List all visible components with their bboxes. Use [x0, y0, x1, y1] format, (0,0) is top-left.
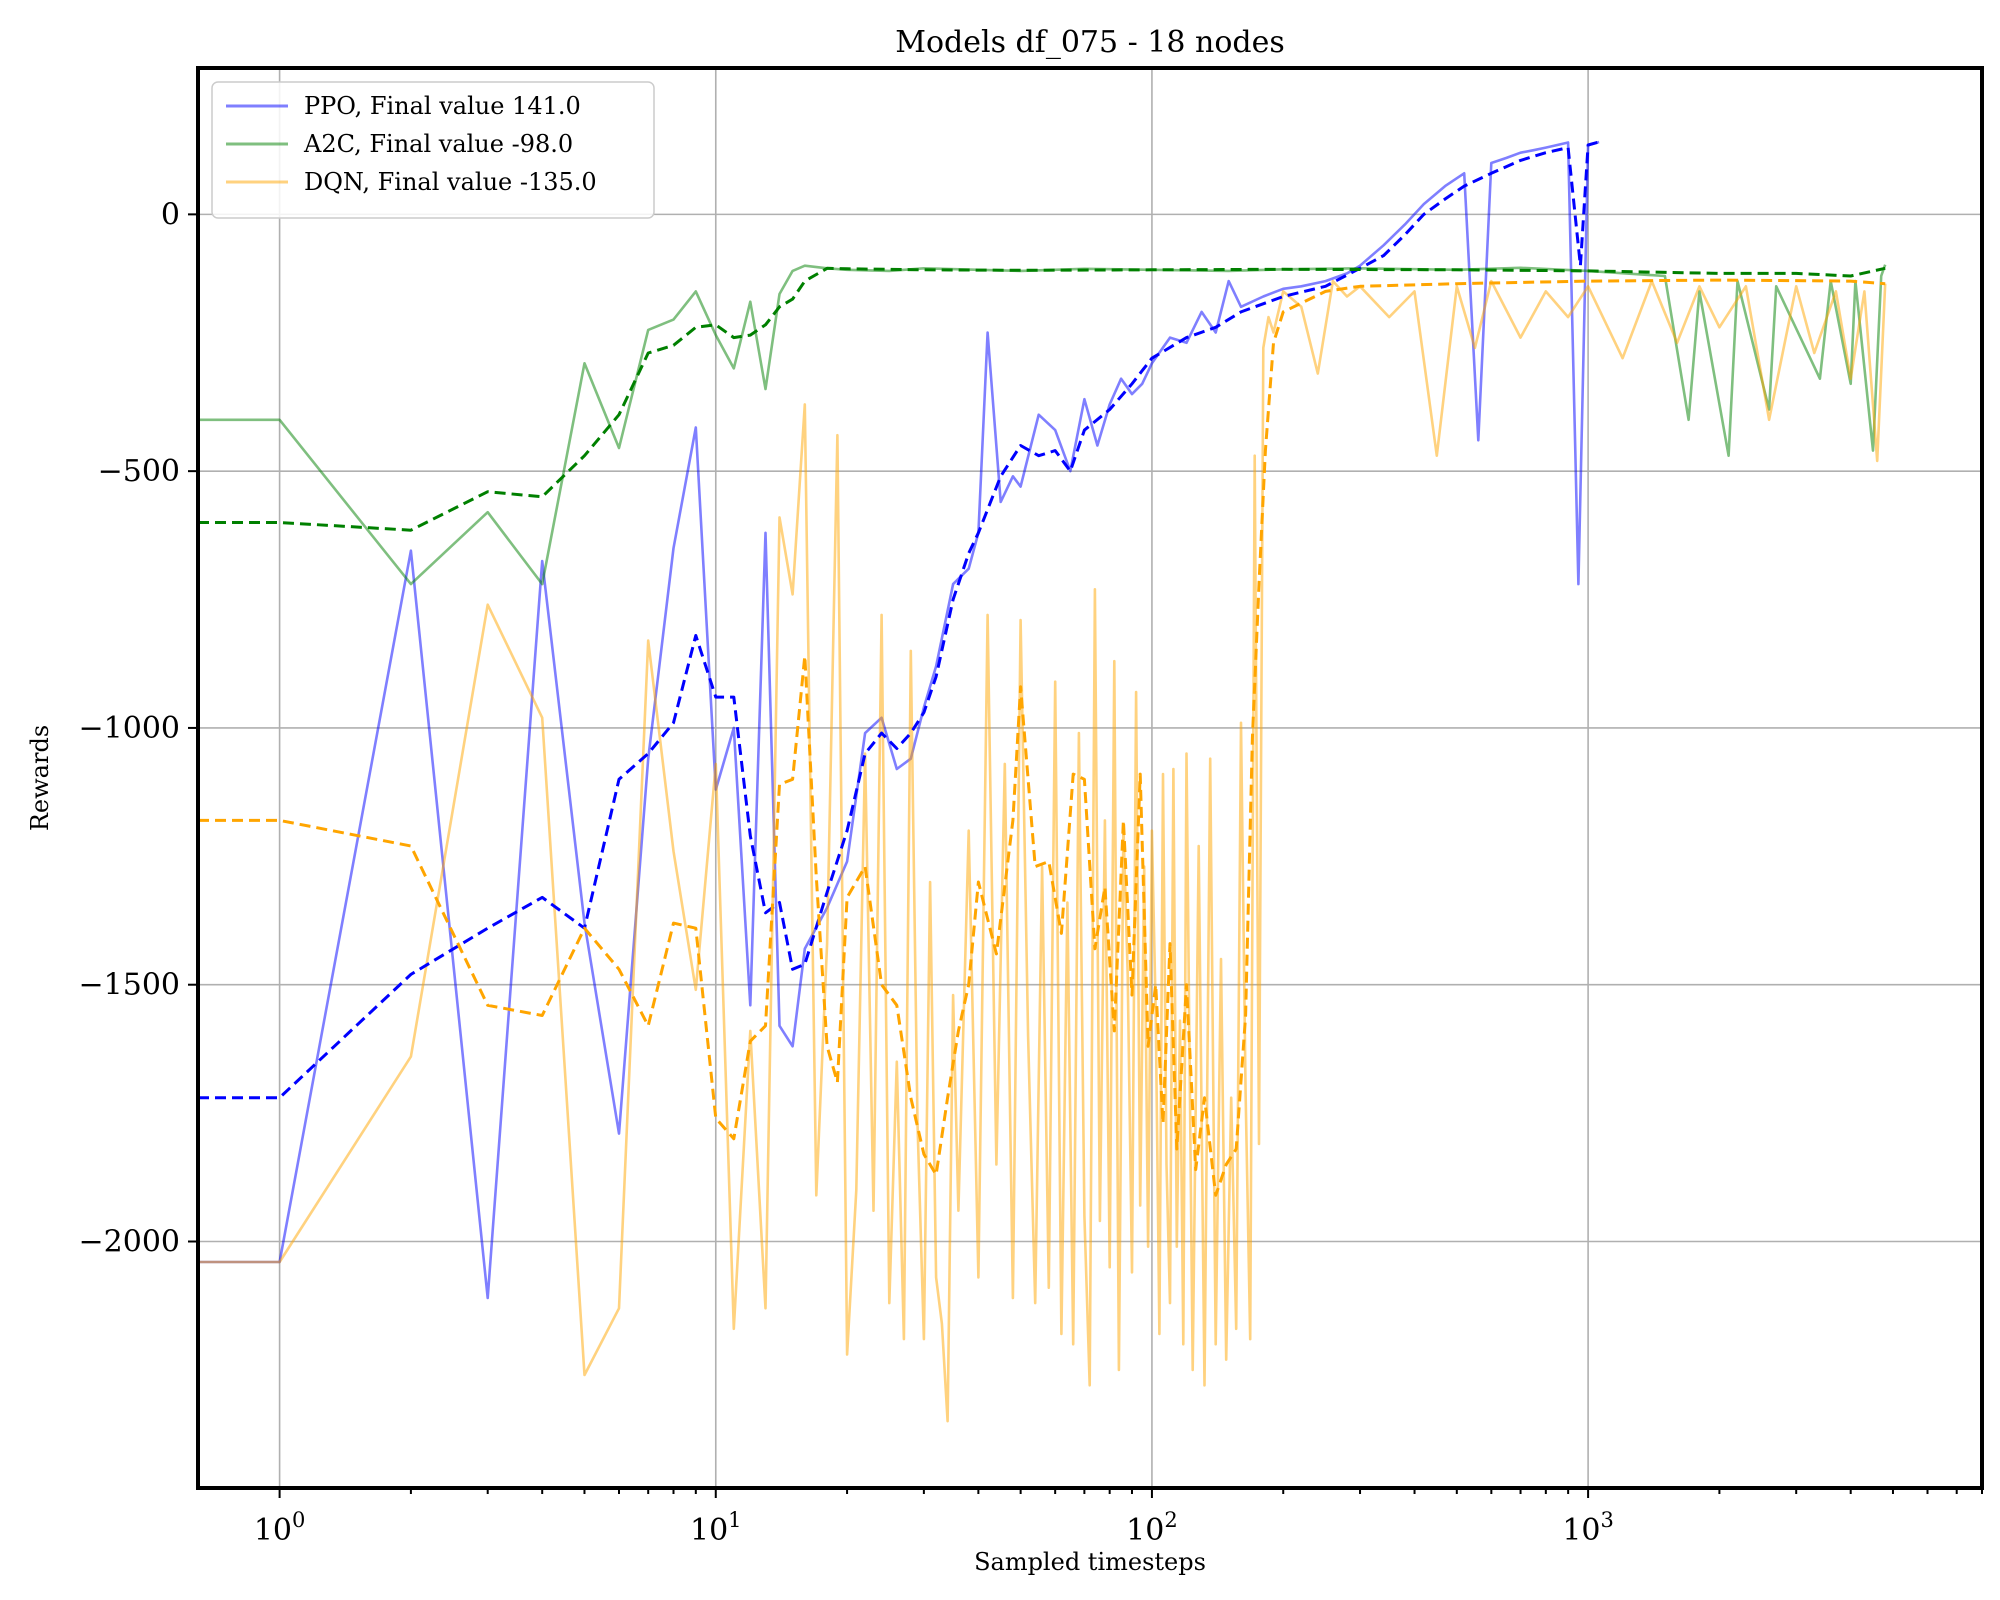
dqn-smoothed-line: [198, 278, 1886, 1197]
legend-label-dqn: DQN, Final value -135.0: [304, 168, 597, 196]
legend: PPO, Final value 141.0 A2C, Final value -…: [211, 81, 655, 219]
ppo-raw-line: [198, 140, 1600, 1300]
ppo-smoothed-line: [198, 140, 1600, 1100]
legend-box: [211, 81, 655, 219]
y-tick-label: −500: [98, 454, 180, 489]
y-axis-label: Rewards: [26, 725, 54, 831]
dqn-raw-line: [198, 279, 1887, 1423]
plot-series: [198, 140, 1887, 1423]
y-tick-label: −2000: [79, 1224, 180, 1259]
axis-ticks: 100 101 102 103 0 −500 −1000 −1500 −2000: [79, 197, 1983, 1548]
y-tick-label: −1000: [79, 711, 180, 746]
x-axis-label: Sampled timesteps: [974, 1548, 1206, 1576]
y-tick-label: 0: [161, 197, 180, 232]
legend-label-ppo: PPO, Final value 141.0: [304, 92, 581, 120]
y-tick-label: −1500: [79, 968, 180, 1003]
x-tick-label: 101: [690, 1508, 742, 1548]
axes-frame: [196, 66, 1984, 1490]
x-tick-label: 103: [1562, 1508, 1614, 1548]
x-tick-label: 100: [254, 1508, 306, 1548]
x-tick-label: 102: [1126, 1508, 1178, 1548]
a2c-smoothed-line: [198, 266, 1886, 532]
legend-label-a2c: A2C, Final value -98.0: [303, 130, 573, 158]
chart-title: Models df_075 - 18 nodes: [895, 25, 1285, 60]
